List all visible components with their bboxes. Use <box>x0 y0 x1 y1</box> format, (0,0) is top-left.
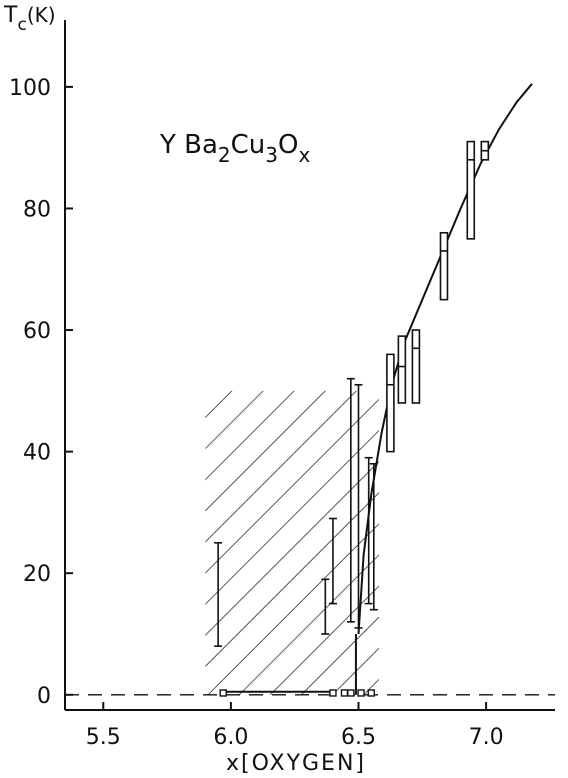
data-box-3 <box>439 231 449 301</box>
formula-mid1: Cu <box>231 130 266 160</box>
x-tick-label-0: 5.5 <box>86 725 121 750</box>
formula-sub2: 3 <box>265 143 278 167</box>
y-axis-title: Tc(K) <box>3 3 56 35</box>
y-tick-label-5: 100 <box>9 76 51 101</box>
x-axis-title: x[OXYGEN] <box>226 751 366 776</box>
y-tick-label-1: 20 <box>23 562 51 587</box>
y-tick-label-0: 0 <box>37 684 51 709</box>
y-axis-title-sub: c <box>17 15 26 35</box>
zero-point-0 <box>219 689 227 697</box>
y-tick-label-2: 40 <box>23 441 51 466</box>
x-tick-label-2: 6.5 <box>341 725 376 750</box>
y-axis-title-main: T <box>3 3 18 28</box>
formula-annotation: Y Ba2Cu3Ox <box>159 130 311 167</box>
data-box-1 <box>397 335 407 404</box>
zero-point-4 <box>357 689 365 697</box>
zero-point-1 <box>329 689 337 697</box>
formula-mid2: O <box>278 130 298 160</box>
y-axis-title-unit: (K) <box>27 3 56 27</box>
data-box-0 <box>386 353 395 453</box>
x-tick-label-3: 7.0 <box>469 725 504 750</box>
zero-point-3 <box>347 689 355 697</box>
y-tick-label-3: 60 <box>23 319 51 344</box>
zero-point-2 <box>340 689 349 697</box>
formula-sub3: x <box>299 143 311 167</box>
y-tick-label-4: 80 <box>23 197 51 222</box>
svg-text:Tc(K): Tc(K) <box>3 3 56 35</box>
x-tick-label-1: 6.0 <box>213 725 248 750</box>
tc-curve <box>357 83 533 635</box>
svg-text:Y Ba2Cu3Ox: Y Ba2Cu3Ox <box>159 130 311 167</box>
zero-point-5 <box>367 689 375 697</box>
hatched-region <box>205 390 379 695</box>
data-box-4 <box>466 140 476 240</box>
formula-base: Y Ba <box>159 130 218 160</box>
data-box-2 <box>411 329 421 404</box>
formula-sub1: 2 <box>218 143 231 167</box>
plot-area: 5.5 6.0 6.5 7.0 0 20 40 60 80 100 <box>9 20 555 750</box>
